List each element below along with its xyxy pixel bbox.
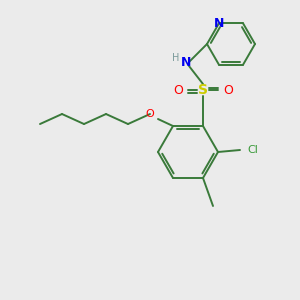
Text: O: O [223, 83, 233, 97]
Text: H: H [172, 53, 180, 63]
Text: S: S [198, 83, 208, 97]
Text: N: N [214, 17, 224, 30]
Text: O: O [173, 83, 183, 97]
Text: O: O [146, 109, 154, 119]
Text: Cl: Cl [248, 145, 258, 155]
Text: N: N [181, 56, 191, 68]
